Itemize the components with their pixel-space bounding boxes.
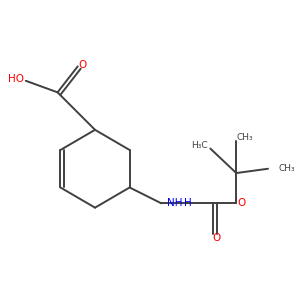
- Text: O: O: [212, 233, 220, 243]
- Text: O: O: [79, 60, 87, 70]
- Text: CH₃: CH₃: [278, 164, 295, 173]
- Text: HO: HO: [8, 74, 24, 84]
- Text: O: O: [238, 198, 246, 208]
- Text: NH: NH: [167, 198, 183, 208]
- Text: H₃C: H₃C: [191, 141, 208, 150]
- Text: CH₃: CH₃: [236, 134, 253, 142]
- Text: H: H: [184, 198, 192, 208]
